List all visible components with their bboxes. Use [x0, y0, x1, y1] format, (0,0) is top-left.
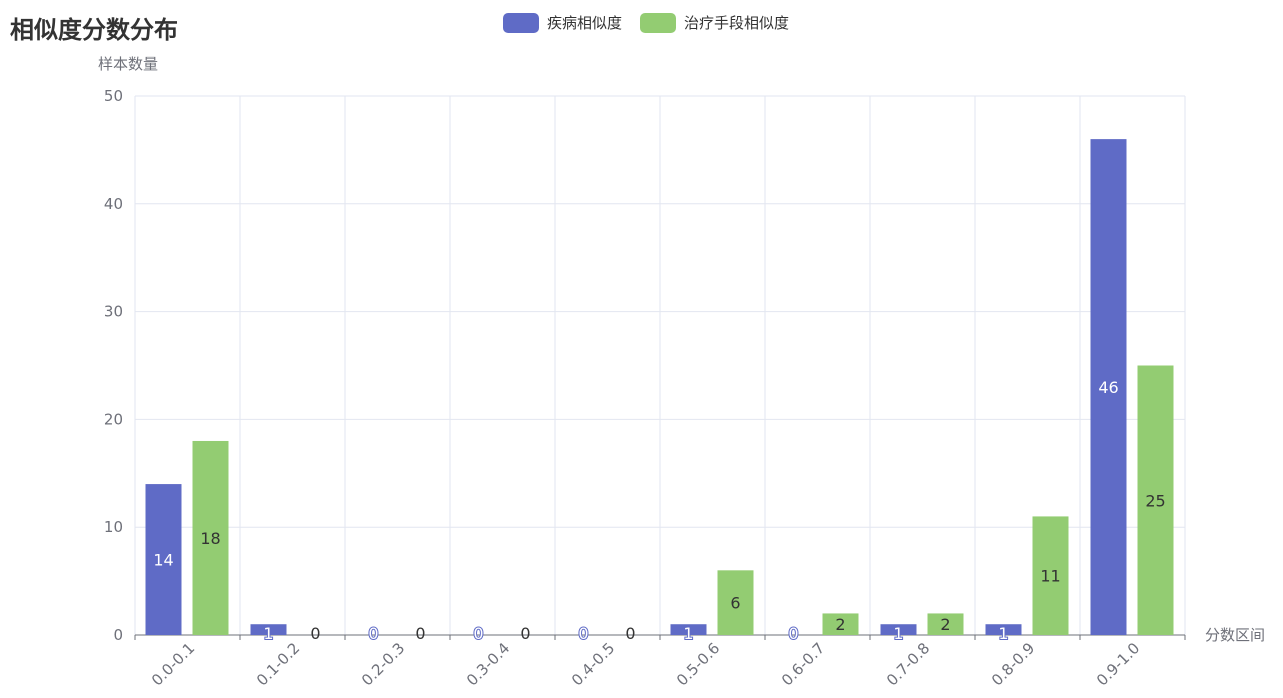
bar [985, 624, 1022, 635]
legend-label-treatment: 治疗手段相似度 [684, 14, 790, 32]
y-tick-label: 50 [104, 87, 123, 105]
data-label: 46 [1098, 378, 1118, 397]
x-tick-label: 0.7-0.8 [883, 639, 933, 689]
legend: 疾病相似度 治疗手段相似度 [503, 12, 789, 33]
data-label: 0 [625, 624, 635, 643]
data-label: 0 [578, 624, 588, 643]
bar [717, 570, 754, 635]
data-label: 1 [893, 624, 903, 643]
data-label: 2 [940, 615, 950, 634]
x-tick-label: 0.3-0.4 [463, 639, 513, 689]
x-tick-label: 0.8-0.9 [988, 639, 1038, 689]
legend-item-disease[interactable]: 疾病相似度 [503, 12, 622, 33]
x-tick-label: 0.1-0.2 [253, 639, 303, 689]
x-tick-label: 0.4-0.5 [568, 639, 618, 689]
bar [880, 624, 917, 635]
data-label: 0 [415, 624, 425, 643]
data-label: 0 [520, 624, 530, 643]
data-label: 25 [1145, 491, 1165, 510]
legend-swatch-disease [503, 12, 539, 33]
y-tick-label: 0 [113, 626, 123, 644]
data-label: 0 [368, 624, 378, 643]
y-tick-label: 10 [104, 518, 123, 536]
bar [145, 484, 182, 635]
x-tick-label: 0.6-0.7 [778, 639, 828, 689]
data-label: 0 [788, 624, 798, 643]
data-label: 1 [683, 624, 693, 643]
bar [250, 624, 287, 635]
bar [1090, 139, 1127, 635]
data-label: 1 [263, 624, 273, 643]
data-label: 2 [835, 615, 845, 634]
x-tick-label: 0.5-0.6 [673, 639, 723, 689]
data-label: 14 [153, 551, 173, 570]
bar [1137, 365, 1174, 635]
y-tick-label: 20 [104, 410, 123, 428]
y-tick-label: 30 [104, 303, 123, 321]
y-axis-name: 样本数量 [98, 55, 158, 73]
bar [822, 613, 859, 635]
data-label: 11 [1040, 567, 1060, 586]
bar [927, 613, 964, 635]
data-label: 6 [730, 594, 740, 613]
bar [670, 624, 707, 635]
data-label: 0 [473, 624, 483, 643]
legend-label-disease: 疾病相似度 [547, 14, 623, 32]
bar [1032, 516, 1069, 635]
chart-title: 相似度分数分布 [10, 16, 178, 44]
x-axis-name: 分数区间 [1205, 626, 1265, 644]
legend-swatch-treatment [640, 12, 677, 33]
y-tick-label: 40 [104, 195, 123, 213]
legend-item-treatment[interactable]: 治疗手段相似度 [640, 12, 789, 33]
x-tick-label: 0.9-1.0 [1093, 639, 1143, 689]
x-tick-label: 0.2-0.3 [358, 639, 408, 689]
bar [192, 440, 229, 635]
data-label: 0 [310, 624, 320, 643]
x-tick-label: 0.0-0.1 [148, 639, 198, 689]
data-label: 18 [200, 529, 220, 548]
data-label: 1 [998, 624, 1008, 643]
